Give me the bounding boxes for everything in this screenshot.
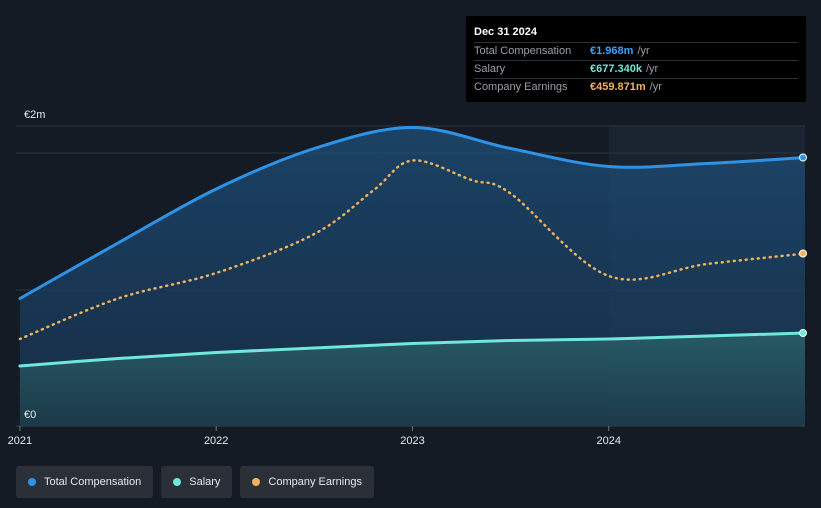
tooltip-row-earnings: Company Earnings €459.871m /yr	[474, 78, 798, 96]
x-tick-label: 2022	[204, 435, 228, 447]
tooltip-panel: Dec 31 2024 Total Compensation €1.968m /…	[466, 16, 806, 102]
x-tick-label: 2024	[596, 435, 620, 447]
tooltip-label: Company Earnings	[474, 81, 568, 93]
tooltip-label: Total Compensation	[474, 45, 572, 57]
tooltip-value: €1.968m	[590, 45, 634, 57]
salary-end-point	[799, 329, 807, 337]
tooltip-date: Dec 31 2024	[474, 26, 537, 38]
legend-label: Company Earnings	[268, 476, 362, 488]
legend-label: Salary	[189, 476, 221, 488]
total-compensation-line	[18, 125, 807, 300]
salary-area	[19, 333, 806, 426]
tooltip-value: €459.871m	[590, 81, 646, 93]
total-compensation-end-point	[799, 153, 807, 162]
tooltip-unit: /yr	[646, 63, 659, 75]
company-earnings-end-point	[799, 249, 807, 258]
legend-dot-icon	[173, 478, 182, 486]
salary-line	[18, 331, 807, 368]
legend-item-company-earnings[interactable]: Company Earnings	[240, 466, 374, 498]
company-earnings-line	[18, 159, 807, 341]
legend-label: Total Compensation	[44, 476, 142, 488]
tooltip-label: Salary	[474, 63, 506, 75]
tooltip-row-total: Total Compensation €1.968m /yr	[474, 42, 798, 60]
tooltip-value: €677.340k	[590, 63, 642, 75]
legend-dot-icon	[252, 478, 261, 486]
y-tick-label: €2m	[24, 109, 45, 121]
tooltip-row-salary: Salary €677.340k /yr	[474, 60, 798, 78]
y-tick-label: €0	[24, 409, 36, 421]
legend-item-total-compensation[interactable]: Total Compensation	[16, 466, 154, 498]
tooltip-unit: /yr	[637, 45, 650, 57]
legend-dot-icon	[28, 478, 36, 486]
x-tick-label: 2023	[400, 435, 424, 447]
x-tick-label: 2021	[8, 435, 32, 447]
tooltip-unit: /yr	[649, 81, 662, 93]
chart-legend: Total Compensation Salary Company Earnin…	[16, 466, 374, 498]
legend-item-salary[interactable]: Salary	[161, 466, 233, 498]
